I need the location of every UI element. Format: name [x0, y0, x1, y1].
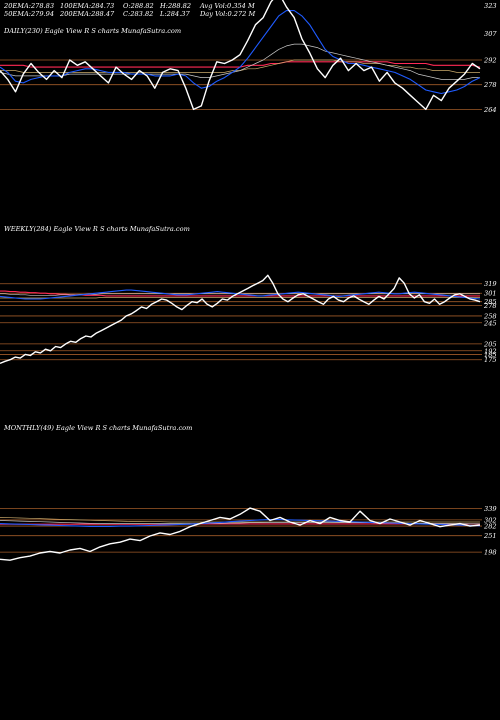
header-high: H:288.82: [159, 2, 191, 10]
weekly-ytick-7: 192: [484, 347, 497, 355]
daily-ytick-2: 292: [483, 57, 497, 65]
weekly-series-price: [0, 274, 481, 365]
weekly-ytick-0: 319: [484, 280, 497, 288]
weekly-ytick-8: 185: [484, 351, 497, 359]
daily-ytick-1: 307: [484, 30, 497, 38]
header-close: C:283.82: [123, 10, 153, 18]
header-day-vol: Day Vol:0.272 M: [199, 10, 255, 18]
weekly-ytick-4: 258: [483, 312, 497, 320]
daily-chart-title: DAILY(230) Eagle View R S charts MunafaS…: [3, 27, 181, 35]
daily-ytick-3: 278: [483, 81, 497, 89]
monthly-ytick-4: 198: [484, 549, 497, 557]
header-50ema: 50EMA:279.94: [4, 10, 54, 18]
daily-series-price: [0, 0, 481, 111]
weekly-chart-title: WEEKLY(284) Eagle View R S charts Munafa…: [4, 225, 190, 233]
daily-panel: 323 307 292 278 264 DAILY(230) Eagle View R S…: [0, 0, 497, 114]
monthly-ytick-0: 339: [484, 505, 497, 513]
weekly-ytick-2: 285: [483, 298, 497, 306]
weekly-ytick-3: 278: [483, 302, 497, 310]
monthly-ytick-3: 251: [483, 532, 497, 540]
daily-ytick-4: 264: [483, 106, 497, 114]
weekly-series-100ema: [0, 297, 480, 299]
header-100ema: 100EMA:284.73: [60, 2, 114, 10]
header-open: O:288.82: [123, 2, 154, 10]
daily-ytick-0: 323: [484, 2, 497, 10]
daily-series-20ema: [0, 10, 481, 95]
weekly-ytick-6: 205: [483, 340, 497, 348]
daily-series-50ema: [0, 43, 480, 80]
weekly-ytick-9: 175: [484, 356, 497, 364]
header-20ema: 20EMA:278.83: [3, 2, 54, 10]
weekly-series-20ema: [0, 289, 481, 300]
monthly-series-price: [0, 507, 481, 561]
monthly-ytick-1: 302: [484, 516, 497, 524]
monthly-chart-title: MONTHLY(49) Eagle View R S charts Munafa…: [3, 424, 192, 432]
header-200ema: 200EMA:288.47: [59, 10, 115, 18]
indicator-header: 20EMA:278.83 100EMA:284.73 O:288.82 H:28…: [3, 2, 255, 18]
weekly-ytick-1: 301: [484, 290, 497, 298]
header-avg-vol: Avg Vol:0.354 M: [199, 2, 255, 10]
monthly-ytick-2: 282: [483, 523, 497, 531]
weekly-ytick-5: 245: [483, 319, 497, 327]
monthly-series-20ema: [0, 519, 481, 527]
header-low: L:284.37: [159, 10, 190, 18]
